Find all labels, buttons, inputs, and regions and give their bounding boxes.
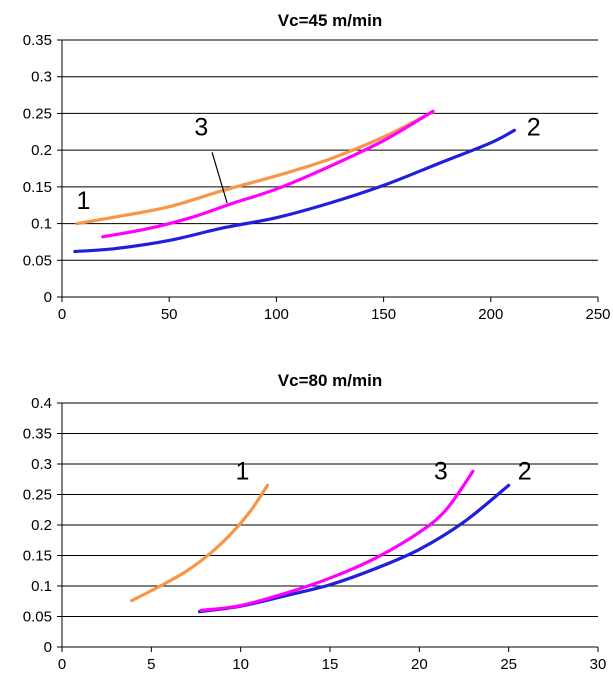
vc80-series-1-line xyxy=(130,483,270,603)
vc80-xtick-label: 30 xyxy=(590,656,607,673)
vc80-xtick-label: 10 xyxy=(232,656,249,673)
vc45-xtick-label: 50 xyxy=(161,306,178,323)
vc45-ytick-label: 0.2 xyxy=(31,142,52,159)
vc80-curve-label-2: 2 xyxy=(518,457,532,485)
vc80-curve-label-1: 1 xyxy=(236,457,250,485)
vc80-xtick-label: 0 xyxy=(58,656,66,673)
vc80-ytick-label: 0.2 xyxy=(31,517,52,534)
vc45-ytick-label: 0.25 xyxy=(23,105,52,122)
vc80-series-3-line xyxy=(199,469,475,612)
vc80-ytick-label: 0.05 xyxy=(23,609,52,626)
chart-vc45: Vc=45 m/min 0 0.05 0.1 0.15 0.2 0.25 0.3 0.35 0 50… xyxy=(0,0,613,340)
vc45-xtick-label: 250 xyxy=(585,306,610,323)
vc45-ytick-label: 0.15 xyxy=(23,179,52,196)
vc45-xtick-label: 150 xyxy=(371,306,396,323)
vc45-series-1-line xyxy=(75,110,435,226)
vc45-xtick-label: 100 xyxy=(264,306,289,323)
vc45-ytick-label: 0.35 xyxy=(23,32,52,49)
vc45-title: Vc=45 m/min xyxy=(278,11,382,30)
vc80-ytick-label: 0.3 xyxy=(31,456,52,473)
vc80-ytick-label: 0.1 xyxy=(31,578,52,595)
vc80-xtick-label: 15 xyxy=(322,656,339,673)
vc45-series-3-line xyxy=(101,109,435,239)
chart-vc80: Vc=80 m/min 0 0.05 0.1 0.15 0.2 0.25 0.3 0.35 0.4… xyxy=(0,340,613,681)
vc80-ytick-label: 0 xyxy=(44,639,52,656)
vc45-ytick-label: 0.3 xyxy=(31,69,52,86)
vc80-series-2-line xyxy=(197,483,511,614)
vc45-curve-label-3: 3 xyxy=(194,113,208,141)
vc45-ytick-label: 0 xyxy=(44,289,52,306)
vc80-xtick-label: 20 xyxy=(411,656,428,673)
chart-vc45-svg: Vc=45 m/min 0 0.05 0.1 0.15 0.2 0.25 0.3 0.35 0 50… xyxy=(23,11,611,323)
vc45-curve-label-3-leader xyxy=(211,152,228,204)
vc80-curve-label-3: 3 xyxy=(434,457,448,485)
vc45-curve-label-2: 2 xyxy=(527,113,541,141)
vc45-series-2-line xyxy=(73,128,516,254)
vc80-ytick-label: 0.25 xyxy=(23,487,52,504)
vc45-ytick-label: 0.1 xyxy=(31,216,52,233)
vc80-xtick-label: 5 xyxy=(147,656,155,673)
vc80-title: Vc=80 m/min xyxy=(278,371,382,390)
vc80-xtick-label: 25 xyxy=(500,656,517,673)
vc80-ytick-label: 0.4 xyxy=(31,395,52,412)
vc80-ytick-label: 0.35 xyxy=(23,426,52,443)
vc45-xtick-label: 200 xyxy=(478,306,503,323)
vc45-xtick-label: 0 xyxy=(58,306,66,323)
chart-vc80-svg: Vc=80 m/min 0 0.05 0.1 0.15 0.2 0.25 0.3 0.35 0.4… xyxy=(23,371,607,673)
vc45-ytick-label: 0.05 xyxy=(23,252,52,269)
vc45-curve-label-1: 1 xyxy=(76,187,90,215)
vc80-ytick-label: 0.15 xyxy=(23,548,52,565)
